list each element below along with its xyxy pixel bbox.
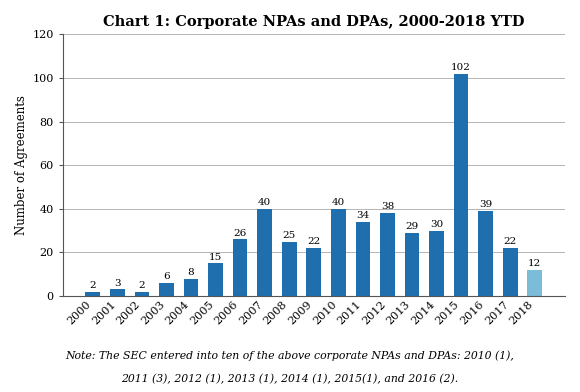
Text: 38: 38 <box>381 202 394 211</box>
Text: 29: 29 <box>405 222 419 231</box>
Bar <box>429 230 444 296</box>
Bar <box>503 248 517 296</box>
Bar <box>159 283 174 296</box>
Text: 22: 22 <box>503 237 517 246</box>
Text: 15: 15 <box>209 252 222 261</box>
Bar <box>527 270 542 296</box>
Text: 2: 2 <box>89 281 96 290</box>
Bar <box>233 240 248 296</box>
Text: 40: 40 <box>258 198 271 207</box>
Text: 2: 2 <box>139 281 145 290</box>
Text: 12: 12 <box>528 259 541 268</box>
Bar <box>454 74 469 296</box>
Y-axis label: Number of Agreements: Number of Agreements <box>15 95 28 235</box>
Bar <box>208 263 223 296</box>
Text: 102: 102 <box>451 63 471 72</box>
Text: 25: 25 <box>282 231 296 240</box>
Text: 30: 30 <box>430 220 443 229</box>
Bar <box>85 292 100 296</box>
Text: 34: 34 <box>356 211 369 220</box>
Bar <box>110 290 125 296</box>
Bar <box>331 209 346 296</box>
Bar <box>282 241 296 296</box>
Title: Chart 1: Corporate NPAs and DPAs, 2000-2018 YTD: Chart 1: Corporate NPAs and DPAs, 2000-2… <box>103 15 524 29</box>
Text: Note: The SEC entered into ten of the above corporate NPAs and DPAs: 2010 (1),: Note: The SEC entered into ten of the ab… <box>66 350 514 361</box>
Bar <box>135 292 149 296</box>
Text: 2011 (3), 2012 (1), 2013 (1), 2014 (1), 2015(1), and 2016 (2).: 2011 (3), 2012 (1), 2013 (1), 2014 (1), … <box>121 374 459 384</box>
Text: 8: 8 <box>188 268 194 277</box>
Bar <box>184 279 198 296</box>
Bar <box>306 248 321 296</box>
Bar <box>405 233 419 296</box>
Text: 26: 26 <box>234 229 246 238</box>
Text: 22: 22 <box>307 237 320 246</box>
Text: 6: 6 <box>163 272 170 281</box>
Bar <box>356 222 370 296</box>
Text: 40: 40 <box>332 198 345 207</box>
Bar <box>380 213 395 296</box>
Text: 3: 3 <box>114 279 121 288</box>
Text: 39: 39 <box>479 200 492 209</box>
Bar <box>478 211 493 296</box>
Bar <box>258 209 272 296</box>
